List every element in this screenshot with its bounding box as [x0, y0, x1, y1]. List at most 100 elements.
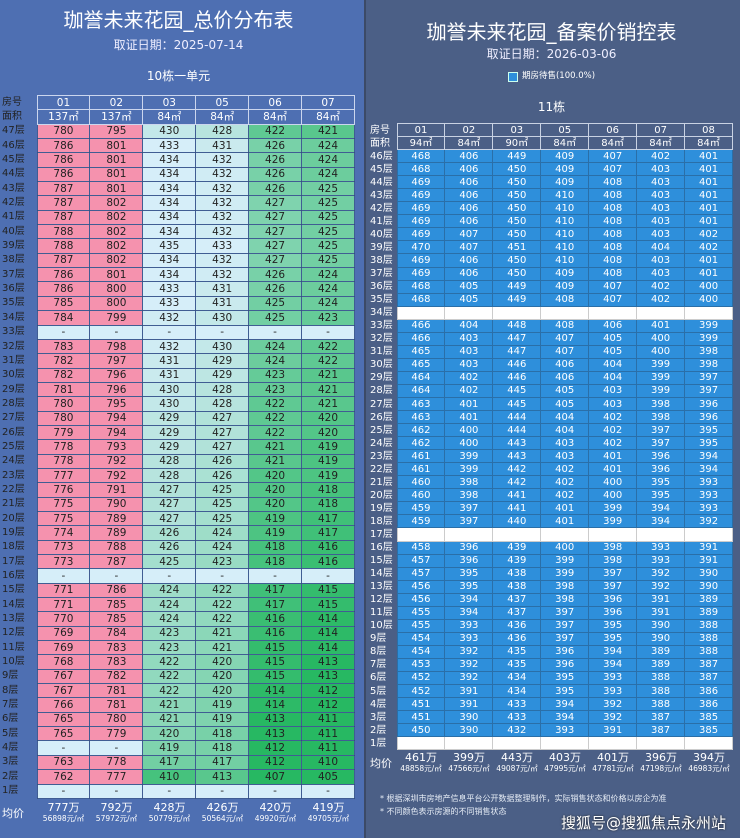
- floor-label: 46层: [2, 139, 25, 151]
- price-cell: 386: [684, 697, 733, 712]
- price-cell: 405: [444, 279, 494, 294]
- table-row: 46层 468 406 449 409 407 402 401: [370, 149, 733, 164]
- floor-label: 29层: [370, 372, 393, 384]
- price-cell: 461: [396, 449, 446, 464]
- price-cell: 398: [540, 592, 590, 607]
- price-cell: [588, 736, 638, 751]
- price-cell: 434: [142, 252, 197, 269]
- price-cell: 402: [684, 240, 733, 255]
- floor-label: 16层: [370, 542, 393, 554]
- price-cell: 437: [492, 605, 542, 620]
- price-cell: 429: [195, 367, 250, 383]
- average-cell: 426万 50564元/㎡: [196, 801, 249, 826]
- price-cell: 427: [142, 510, 197, 527]
- price-cell: 449: [492, 279, 542, 294]
- table-row: 15层 457 396 439 399 398 393 391: [370, 553, 733, 568]
- price-cell: 462: [396, 436, 446, 451]
- price-cell: 399: [540, 566, 590, 581]
- price-cell: -: [142, 568, 197, 584]
- floor-label: 21层: [2, 498, 25, 510]
- price-cell: 406: [444, 201, 494, 216]
- price-cell: 432: [142, 310, 197, 326]
- price-cell: 459: [396, 514, 446, 529]
- price-cell: 417: [301, 525, 355, 541]
- average-cell: 401万 47781元/㎡: [589, 752, 637, 776]
- average-cell: 419万 49705元/㎡: [302, 801, 355, 826]
- price-cell: 421: [248, 439, 303, 455]
- price-cell: 399: [444, 449, 494, 464]
- price-cell: 468: [396, 292, 446, 307]
- price-cell: 403: [636, 188, 686, 203]
- price-cell: 391: [444, 697, 494, 712]
- price-cell: 450: [492, 162, 542, 177]
- price-cell: 396: [588, 605, 638, 620]
- price-cell: 432: [195, 166, 250, 183]
- price-cell: 406: [444, 188, 494, 203]
- price-cell: 434: [142, 166, 197, 183]
- floor-label: 2层: [2, 770, 19, 782]
- table-row: 15层 771 786 424 422 417 415: [2, 582, 355, 599]
- price-cell: 401: [588, 462, 638, 477]
- price-cell: 406: [444, 266, 494, 281]
- price-cell: 394: [588, 644, 638, 659]
- table-row: 17层 773 787 425 423 418 416: [2, 553, 355, 570]
- table-row: 47层 780 795 430 428 422 421: [2, 123, 355, 140]
- price-cell: 425: [195, 496, 250, 512]
- left-average-row: 均价 777万 56898元/㎡ 792万 57972元/㎡ 428万 50779元/㎡ 42…: [2, 800, 355, 826]
- average-total: 792万: [100, 800, 133, 814]
- price-cell: 396: [636, 449, 686, 464]
- floor-label: 18层: [2, 541, 25, 553]
- price-cell: 451: [396, 697, 446, 712]
- price-cell: 786: [36, 152, 91, 168]
- price-cell: 410: [540, 201, 590, 216]
- sales-control-panel: 珈誉未来花园_备案价销控表 取证日期：2026-03-06 期房待售(100.0…: [366, 0, 740, 838]
- floor-label: 3层: [2, 756, 19, 768]
- price-cell: 400: [636, 344, 686, 359]
- price-cell: 426: [248, 166, 303, 183]
- price-cell: 407: [540, 344, 590, 359]
- price-cell: 424: [142, 611, 197, 627]
- price-cell: 411: [301, 726, 355, 742]
- price-cell: 800: [89, 281, 144, 297]
- price-cell: 388: [684, 644, 733, 659]
- table-row: 17层: [370, 527, 733, 542]
- price-cell: 404: [588, 357, 638, 372]
- right-building: 11栋: [537, 100, 566, 114]
- table-row: 21层 460 398 442 402 400 395 393: [370, 475, 733, 490]
- price-cell: 424: [301, 281, 355, 297]
- price-cell: 430: [142, 381, 197, 398]
- price-cell: 452: [396, 670, 446, 686]
- floor-label: 1层: [2, 785, 19, 797]
- table-row: 11层 455 394 437 397 396 391 389: [370, 605, 733, 620]
- table-row: 28层 780 795 430 428 422 421: [2, 396, 355, 412]
- price-cell: 408: [588, 240, 638, 255]
- price-cell: [684, 527, 733, 542]
- price-cell: 465: [396, 344, 446, 359]
- price-cell: 424: [248, 353, 303, 369]
- price-cell: 390: [636, 618, 686, 633]
- price-cell: 418: [195, 740, 250, 756]
- price-cell: 802: [89, 195, 144, 211]
- price-cell: 424: [301, 267, 355, 283]
- price-cell: 434: [492, 684, 542, 699]
- price-cell: 406: [444, 253, 494, 268]
- price-cell: 394: [540, 697, 590, 712]
- price-cell: 385: [684, 723, 733, 738]
- price-cell: 391: [636, 605, 686, 620]
- price-cell: 427: [195, 424, 250, 441]
- floor-label: 38层: [370, 254, 393, 266]
- price-cell: 464: [396, 370, 446, 385]
- price-cell: 396: [684, 396, 733, 412]
- price-cell: 419: [142, 740, 197, 756]
- price-cell: 416: [301, 539, 355, 556]
- price-cell: 450: [492, 253, 542, 268]
- table-row: 23层 461 399 443 403 401 396 394: [370, 449, 733, 464]
- table-row: 6层 765 780 421 419 413 411: [2, 711, 355, 728]
- price-cell: 415: [301, 597, 355, 613]
- price-cell: 388: [684, 618, 733, 633]
- price-cell: 395: [444, 579, 494, 594]
- price-cell: 407: [248, 769, 303, 785]
- price-cell: 399: [588, 514, 638, 529]
- price-cell: 457: [396, 566, 446, 581]
- price-cell: 449: [492, 149, 542, 164]
